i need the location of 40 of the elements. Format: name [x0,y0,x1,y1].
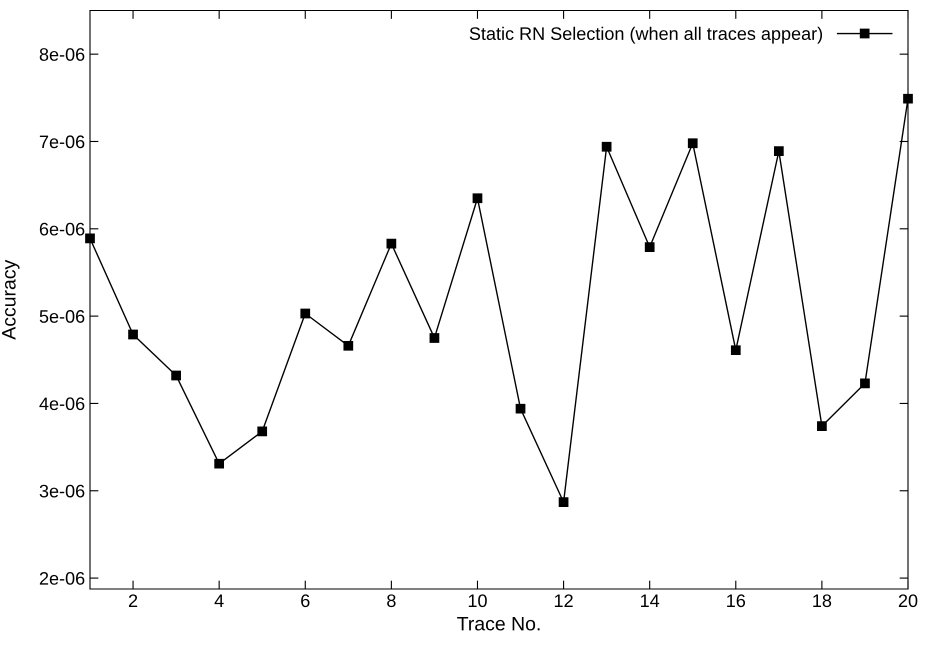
y-tick-label: 7e-06 [40,135,84,148]
x-axis-title: Trace No. [457,616,540,631]
x-tick-label: 8 [387,594,396,608]
point [171,370,181,380]
point [688,138,698,148]
x-tick-label: 14 [641,594,660,607]
point [472,193,482,204]
x-tick-label: 2 [128,594,138,607]
point [516,404,526,414]
point [257,426,268,436]
x-tick-label: 6 [301,594,310,608]
x-tick-label: 20 [898,594,918,608]
point [730,345,741,356]
point [214,458,224,469]
y-tick-label: 6e-06 [40,222,84,236]
x-tick-label: 4 [214,594,224,607]
y-tick-label: 5e-06 [40,310,84,323]
y-tick-label: 3e-06 [40,484,84,498]
point [903,94,913,104]
point [602,142,612,152]
point [817,421,827,432]
point [300,308,310,318]
point [386,238,396,249]
x-tick-label: 16 [727,594,746,608]
x-tick-label: 10 [468,594,487,608]
y-tick-label: 4e-06 [39,397,84,410]
x-tick-label: 12 [554,594,573,607]
point [128,330,138,340]
point [430,333,440,343]
point [644,242,655,252]
point [343,340,354,351]
point [85,234,95,244]
point [860,378,870,388]
legend-label: Static RN Selection (when all traces appear) [470,26,822,44]
y-tick-label: 2e-06 [40,572,84,585]
y-axis-title: Accuracy [2,260,20,340]
point [774,146,784,156]
x-tick-label: 18 [813,594,832,608]
y-tick-label: 8e-06 [40,48,84,61]
point [558,497,568,507]
